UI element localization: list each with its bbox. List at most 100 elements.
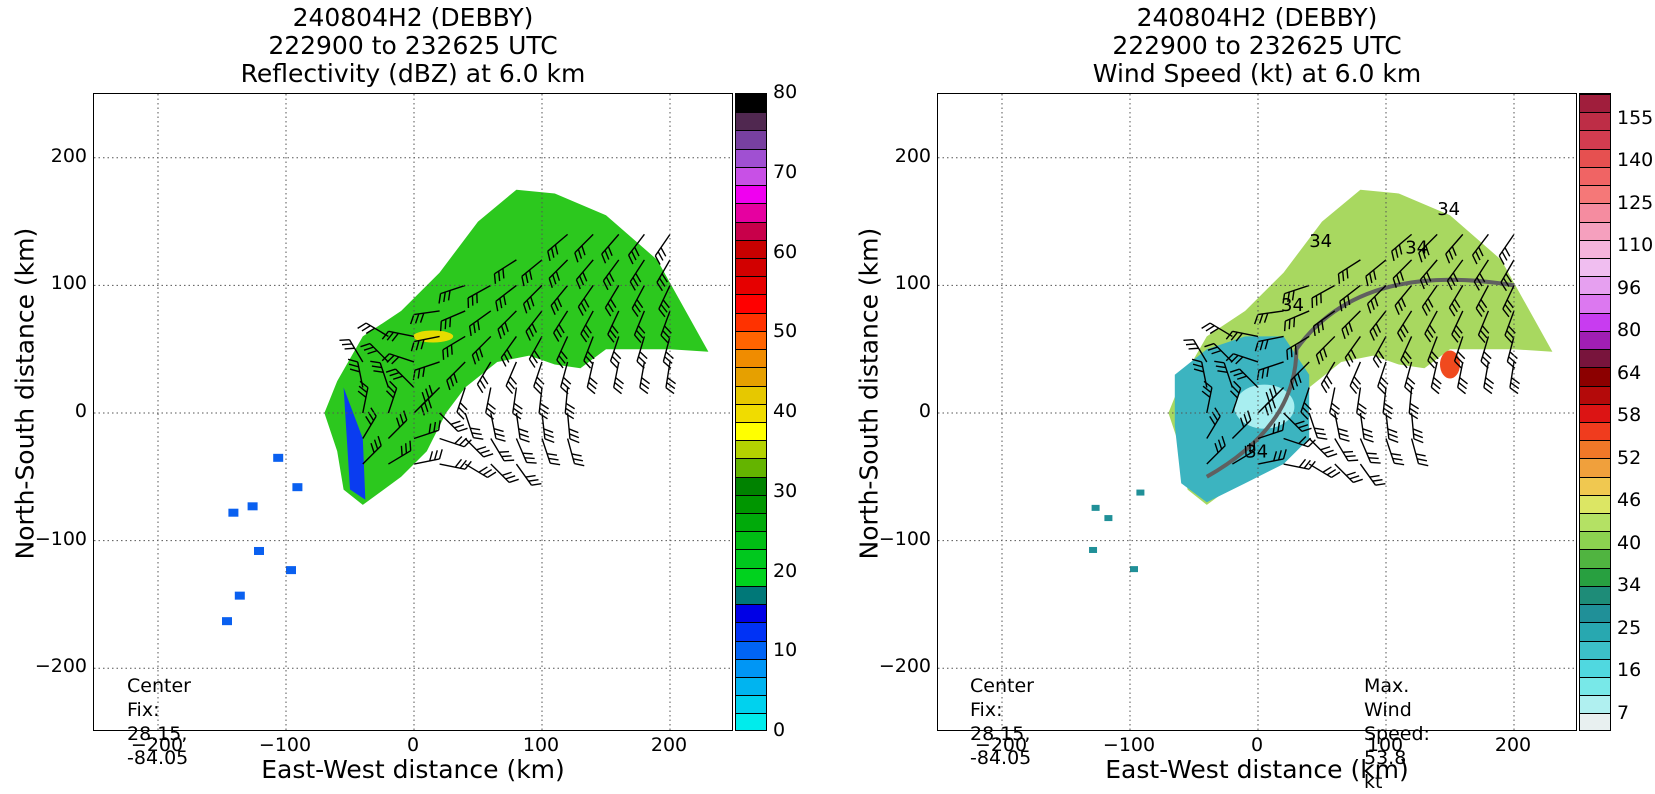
wind-barb-flag bbox=[455, 459, 461, 467]
wind-barb-flag bbox=[451, 345, 452, 355]
colorbar-segment bbox=[1580, 331, 1610, 349]
wind-barb-flag bbox=[1350, 476, 1360, 479]
wind-barb-flag bbox=[1373, 359, 1379, 367]
wind-barb-flag bbox=[667, 383, 675, 389]
wind-barb-flag bbox=[525, 458, 535, 459]
wind-barb-flag bbox=[574, 464, 584, 466]
wind-barb-flag bbox=[499, 271, 500, 281]
colorbar-segment bbox=[1580, 240, 1610, 258]
colorbar-segment bbox=[1580, 586, 1610, 604]
wind-barb bbox=[465, 413, 473, 438]
wind-barb-flag bbox=[665, 357, 672, 364]
colorbar-segment bbox=[736, 477, 766, 495]
colorbar-segment bbox=[1580, 149, 1610, 167]
wind-barb-flag bbox=[483, 470, 491, 475]
wind-barb-flag bbox=[503, 268, 504, 278]
colorbar-segment bbox=[736, 258, 766, 276]
scattered-echo bbox=[254, 547, 264, 555]
colorbar-segment bbox=[1580, 604, 1610, 622]
scattered-echo bbox=[1130, 566, 1138, 572]
wind-barb-flag bbox=[535, 382, 542, 389]
wind-barb-flag bbox=[1417, 459, 1427, 461]
x-tick-label: −200 bbox=[961, 734, 1041, 756]
wind-barb bbox=[516, 464, 531, 485]
wind-barb bbox=[1360, 439, 1370, 463]
wind-barb-flag bbox=[1346, 472, 1356, 475]
wind-barb-flag bbox=[1414, 439, 1423, 443]
wind-barb-flag bbox=[1369, 458, 1379, 459]
colorbar-segment bbox=[736, 404, 766, 422]
title-line-2: 222900 to 232625 UTC bbox=[268, 31, 557, 60]
wind-barb-flag bbox=[1254, 441, 1255, 451]
wind-barb-flag bbox=[1285, 321, 1286, 331]
wind-barb bbox=[534, 362, 542, 387]
colorbar-tick-label: 7 bbox=[1617, 702, 1629, 724]
colorbar-segment bbox=[736, 568, 766, 586]
colorbar-segment bbox=[736, 222, 766, 240]
title-line-2: 222900 to 232625 UTC bbox=[1112, 31, 1401, 60]
colorbar-segment bbox=[1580, 112, 1610, 130]
colorbar-segment bbox=[736, 586, 766, 604]
wind-barb bbox=[440, 439, 465, 447]
colorbar-segment bbox=[736, 713, 766, 731]
colorbar-segment bbox=[736, 367, 766, 385]
wind-barb-flag bbox=[1458, 387, 1466, 393]
wind-barb-flag bbox=[1343, 452, 1353, 453]
colorbar-segment bbox=[1580, 659, 1610, 677]
wind-barb-flag bbox=[439, 449, 442, 459]
scattered-echo bbox=[1089, 547, 1097, 553]
colorbar-segment bbox=[736, 604, 766, 622]
wind-barb-flag bbox=[1367, 453, 1377, 454]
wind-barb-flag bbox=[487, 472, 495, 477]
wind-barb-flag bbox=[661, 248, 666, 257]
wind-barb-flag bbox=[480, 380, 485, 388]
colorbar-segment bbox=[736, 331, 766, 349]
colorbar-segment bbox=[1580, 167, 1610, 185]
scattered-echo bbox=[1092, 505, 1100, 511]
wind-barb-flag bbox=[484, 454, 494, 457]
wind-barb-flag bbox=[1363, 429, 1372, 432]
wind-barb-flag bbox=[544, 429, 553, 433]
wind-barb-flag bbox=[1509, 357, 1516, 364]
colorbar-tick-label: 96 bbox=[1617, 277, 1641, 299]
colorbar-segment bbox=[1580, 695, 1610, 713]
scattered-echo bbox=[228, 509, 238, 517]
colorbar-segment bbox=[1580, 458, 1610, 476]
colorbar-segment bbox=[736, 422, 766, 440]
wind-barb bbox=[568, 439, 575, 464]
colorbar-segment bbox=[736, 349, 766, 367]
wind-barb-flag bbox=[1414, 434, 1423, 438]
wind-barb-flag bbox=[1394, 463, 1404, 464]
colorbar-segment bbox=[1580, 568, 1610, 586]
wind-barb-flag bbox=[611, 361, 618, 368]
wind-barb-flag bbox=[612, 356, 619, 363]
wind-barb-flag bbox=[470, 428, 480, 429]
wind-barb-flag bbox=[460, 403, 467, 410]
wind-barb-flag bbox=[443, 350, 444, 360]
wind-barb-flag bbox=[666, 388, 674, 394]
colorbar-tick-label: 110 bbox=[1617, 234, 1653, 256]
plot-svg bbox=[94, 94, 733, 731]
wind-barb-flag bbox=[1189, 348, 1199, 349]
colorbar-tick-label: 80 bbox=[773, 81, 797, 103]
wind-barb-flag bbox=[1431, 387, 1439, 393]
reflectivity-colorbar bbox=[735, 93, 767, 731]
wind-barb-flag bbox=[1321, 447, 1331, 450]
wind-barb-flag bbox=[1485, 383, 1493, 389]
colorbar-segment bbox=[1580, 386, 1610, 404]
wind-barb-flag bbox=[1482, 357, 1489, 364]
colorbar-segment bbox=[1580, 367, 1610, 385]
wind-barb bbox=[1335, 439, 1348, 461]
wind-barb bbox=[1309, 413, 1317, 438]
y-tick-label: −200 bbox=[27, 655, 87, 677]
scattered-echo bbox=[248, 502, 258, 510]
wind-barb-flag bbox=[1330, 413, 1338, 419]
x-tick-label: 200 bbox=[1473, 734, 1553, 756]
wind-barb-flag bbox=[1287, 350, 1288, 360]
colorbar-segment bbox=[1580, 513, 1610, 531]
wind-barb-flag bbox=[506, 386, 512, 394]
reflectivity-plot-area bbox=[93, 93, 733, 731]
colorbar-segment bbox=[1580, 713, 1610, 731]
